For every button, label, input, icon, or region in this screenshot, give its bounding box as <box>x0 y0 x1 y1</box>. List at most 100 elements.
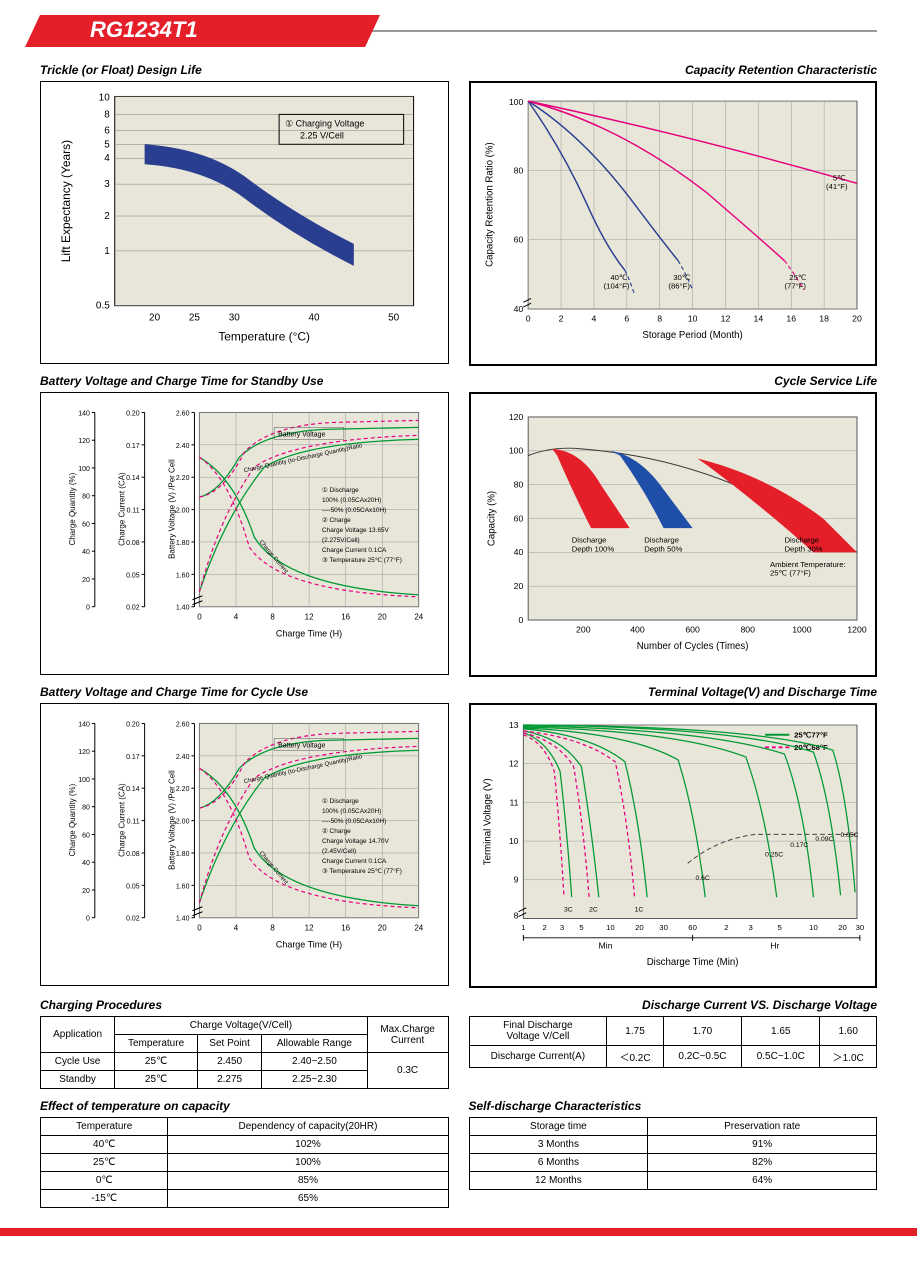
self-discharge-table: Storage timePreservation rate 3 Months91… <box>469 1117 878 1190</box>
svg-text:0.05C: 0.05C <box>840 832 858 839</box>
svg-text:Depth 100%: Depth 100% <box>571 544 614 553</box>
svg-text:1200: 1200 <box>847 625 866 635</box>
svg-text:5: 5 <box>579 923 583 932</box>
svg-text:25℃: 25℃ <box>789 273 807 282</box>
svg-text:30: 30 <box>855 923 864 932</box>
table-row: 25℃100% <box>41 1154 449 1172</box>
svg-text:0.11: 0.11 <box>127 819 140 826</box>
svg-text:12: 12 <box>305 924 314 933</box>
header-red-bar <box>25 15 380 47</box>
svg-text:Discharge Time (Min): Discharge Time (Min) <box>646 957 738 968</box>
svg-text:0.5: 0.5 <box>96 301 110 312</box>
svg-text:12: 12 <box>720 314 730 324</box>
svg-text:1.40: 1.40 <box>176 916 190 923</box>
temp-cap-title: Effect of temperature on capacity <box>40 1099 449 1113</box>
svg-text:4: 4 <box>591 314 596 324</box>
svg-text:10: 10 <box>508 836 518 846</box>
svg-text:① Discharge: ① Discharge <box>322 798 359 805</box>
table-row: 3 Months91% <box>469 1136 877 1154</box>
svg-text:0.02: 0.02 <box>126 605 140 612</box>
svg-text:0.17: 0.17 <box>126 754 140 761</box>
svg-text:Hr: Hr <box>770 940 779 950</box>
svg-text:0: 0 <box>86 605 90 612</box>
svg-text:Capacity Retention Ratio (%): Capacity Retention Ratio (%) <box>484 142 495 267</box>
svg-text:18: 18 <box>819 314 829 324</box>
svg-text:① Discharge: ① Discharge <box>322 487 359 494</box>
svg-text:(41°F): (41°F) <box>826 182 848 191</box>
header-gray-line <box>360 30 877 32</box>
svg-text:Charge Voltage 14.70V: Charge Voltage 14.70V <box>322 838 390 845</box>
svg-text:200: 200 <box>576 625 591 635</box>
svg-text:30: 30 <box>659 923 668 932</box>
svg-text:10: 10 <box>99 92 111 103</box>
svg-text:140: 140 <box>78 721 90 728</box>
svg-text:Discharge: Discharge <box>784 536 819 545</box>
svg-text:80: 80 <box>513 166 523 176</box>
svg-text:(2.45V/Cell): (2.45V/Cell) <box>322 848 356 855</box>
svg-text:50: 50 <box>388 313 400 324</box>
svg-text:100% (0.05CAx20H): 100% (0.05CAx20H) <box>322 808 381 815</box>
header-banner: RG1234T1 <box>40 15 877 51</box>
svg-text:4: 4 <box>234 613 239 622</box>
svg-text:0.14: 0.14 <box>126 475 140 482</box>
svg-text:1.80: 1.80 <box>176 540 190 547</box>
svg-text:Discharge: Discharge <box>644 536 679 545</box>
svg-text:① Charging Voltage: ① Charging Voltage <box>285 118 364 128</box>
svg-text:60: 60 <box>82 521 90 528</box>
svg-text:0.08: 0.08 <box>126 851 140 858</box>
svg-text:Battery Voltage: Battery Voltage <box>278 431 325 438</box>
svg-text:20: 20 <box>852 314 862 324</box>
svg-text:1.80: 1.80 <box>176 851 190 858</box>
svg-text:----50% (0.05CAx10H): ----50% (0.05CAx10H) <box>322 507 386 514</box>
svg-text:60: 60 <box>82 832 90 839</box>
svg-text:0: 0 <box>86 916 90 923</box>
cycle-life-title: Cycle Service Life <box>469 374 878 388</box>
temp-cap-table: TemperatureDependency of capacity(20HR) … <box>40 1117 449 1208</box>
svg-text:Discharge: Discharge <box>571 536 606 545</box>
svg-text:Charge Current 0.1CA: Charge Current 0.1CA <box>322 547 387 554</box>
svg-text:2: 2 <box>724 923 728 932</box>
svg-text:2: 2 <box>558 314 563 324</box>
svg-text:0: 0 <box>518 615 523 625</box>
svg-text:1.40: 1.40 <box>176 605 190 612</box>
svg-text:Charge Time (H): Charge Time (H) <box>276 629 342 639</box>
svg-text:40: 40 <box>82 549 90 556</box>
svg-text:(2.275V/Cell): (2.275V/Cell) <box>322 537 360 544</box>
svg-text:8: 8 <box>104 109 110 120</box>
svg-text:400: 400 <box>630 625 645 635</box>
svg-text:Charge Quantity (%): Charge Quantity (%) <box>68 783 77 856</box>
self-discharge-title: Self-discharge Characteristics <box>469 1099 878 1113</box>
svg-text:40: 40 <box>308 313 320 324</box>
trickle-chart: ① Charging Voltage 2.25 V/Cell 1086 543 … <box>40 81 449 364</box>
svg-text:10: 10 <box>606 923 615 932</box>
svg-text:20: 20 <box>378 613 387 622</box>
svg-text:80: 80 <box>82 805 90 812</box>
svg-text:8: 8 <box>270 613 275 622</box>
svg-text:1: 1 <box>104 246 110 257</box>
svg-text:2.40: 2.40 <box>176 443 190 450</box>
svg-text:5℃: 5℃ <box>832 173 845 182</box>
svg-text:Charge Current (CA): Charge Current (CA) <box>118 783 127 857</box>
svg-text:1.60: 1.60 <box>176 572 190 579</box>
svg-text:2C: 2C <box>589 907 598 914</box>
svg-text:③ Temperature 25℃ (77°F): ③ Temperature 25℃ (77°F) <box>322 867 402 875</box>
svg-text:24: 24 <box>414 924 423 933</box>
svg-text:1: 1 <box>521 923 525 932</box>
svg-text:20: 20 <box>149 313 161 324</box>
svg-text:3C: 3C <box>563 907 572 914</box>
svg-text:Ambient Temperature:: Ambient Temperature: <box>769 560 845 569</box>
svg-text:Battery Voltage (V) /Per Cell: Battery Voltage (V) /Per Cell <box>168 770 177 870</box>
cycle-life-chart: DischargeDepth 100% DischargeDepth 50% D… <box>469 392 878 677</box>
svg-text:120: 120 <box>78 438 90 445</box>
table-row: 40℃102% <box>41 1136 449 1154</box>
svg-text:2: 2 <box>542 923 546 932</box>
table-row: 6 Months82% <box>469 1154 877 1172</box>
svg-text:0: 0 <box>197 924 202 933</box>
svg-text:8: 8 <box>270 924 275 933</box>
svg-text:0.14: 0.14 <box>126 786 140 793</box>
svg-text:16: 16 <box>786 314 796 324</box>
svg-text:Number of Cycles (Times): Number of Cycles (Times) <box>636 641 748 652</box>
svg-text:Charge Time (H): Charge Time (H) <box>276 940 342 950</box>
charging-proc-title: Charging Procedures <box>40 998 449 1012</box>
svg-text:100: 100 <box>508 446 523 456</box>
